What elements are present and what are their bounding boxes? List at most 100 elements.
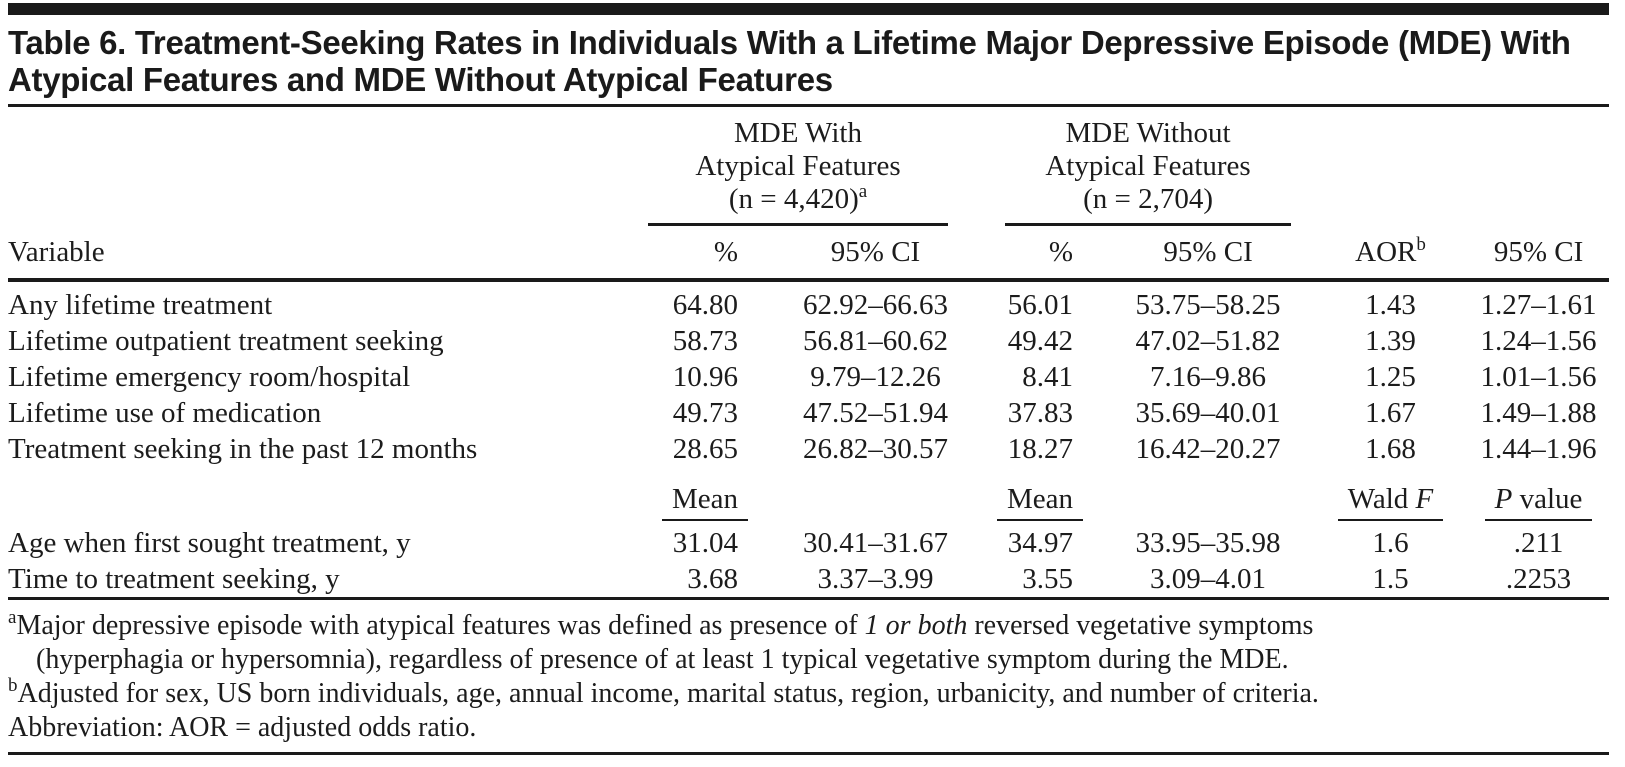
variable-cell: Lifetime emergency room/hospital [8, 361, 411, 393]
ci-with-cell: 26.82–30.57 [803, 433, 948, 465]
aor-cell: 1.67 [1365, 397, 1416, 429]
group-without-label: MDE Without Atypical Features (n = 2,704… [1005, 117, 1292, 226]
column-header-row: Variable % 95% CI % 95% CI AORb 95% CI [8, 226, 1610, 282]
aor-ci-cell: 1.27–1.61 [1480, 289, 1597, 321]
pct-without-cell: 49.42 [1007, 325, 1074, 357]
spacer-cell [8, 117, 613, 226]
column-header-ci-aor: 95% CI [1468, 226, 1610, 282]
ci-without-cell: 35.69–40.01 [1135, 397, 1281, 429]
abbreviation-note: Abbreviation: AOR = adjusted odds ratio. [8, 712, 477, 743]
variable-cell: Lifetime outpatient treatment seeking [8, 325, 444, 357]
variable-cell: Lifetime use of medication [8, 397, 322, 429]
pct-with-cell: 10.96 [672, 361, 738, 393]
mean-with-subheader: Mean [613, 467, 768, 525]
wald-f-cell: 1.6 [1372, 527, 1409, 559]
column-header-pct-with: % [613, 226, 768, 282]
pct-without-cell: 56.01 [1007, 289, 1074, 321]
variable-cell: Age when first sought treatment, y [8, 527, 411, 559]
table-title-line2: Atypical Features and MDE Without Atypic… [8, 61, 833, 98]
group-with-header: MDE With Atypical Features (n = 4,420)a [613, 117, 983, 226]
group-without-header: MDE Without Atypical Features (n = 2,704… [983, 117, 1313, 226]
ci-with-cell: 30.41–31.67 [803, 527, 948, 559]
group-with-label: MDE With Atypical Features (n = 4,420)a [648, 117, 949, 226]
mean-without-cell: 3.55 [1022, 563, 1074, 595]
spacer-cell [1103, 467, 1313, 525]
ci-with-cell: 62.92–66.63 [803, 289, 948, 321]
ci-with-cell: 9.79–12.26 [810, 361, 941, 393]
pct-with-cell: 49.73 [672, 397, 738, 429]
p-value-subheader: P value [1468, 467, 1609, 525]
mean-with-cell: 3.68 [687, 563, 738, 595]
footnote-a-line2: (hyperphagia or hypersomnia), regardless… [36, 644, 1289, 675]
column-header-aor: AORb [1313, 226, 1469, 282]
ci-without-cell: 33.95–35.98 [1135, 527, 1281, 559]
top-divider-bar [8, 3, 1609, 15]
ci-with-cell: 56.81–60.62 [803, 325, 948, 357]
column-header-ci-with: 95% CI [768, 226, 984, 282]
table-row: Lifetime use of medication 49.73 47.52–5… [8, 395, 1609, 431]
ci-without-cell: 3.09–4.01 [1150, 563, 1267, 595]
footnote-mark-b: b [1416, 234, 1426, 255]
aor-ci-cell: 1.49–1.88 [1480, 397, 1597, 429]
group-without-line2: Atypical Features [1045, 150, 1251, 182]
table-row: Lifetime outpatient treatment seeking 58… [8, 323, 1609, 359]
aor-ci-cell: 1.24–1.56 [1480, 325, 1597, 357]
ci-without-cell: 47.02–51.82 [1135, 325, 1281, 357]
table-body: Any lifetime treatment 64.80 62.92–66.63… [8, 280, 1609, 599]
ci-without-cell: 16.42–20.27 [1135, 433, 1281, 465]
spacer-cell [1468, 117, 1609, 226]
spacer-cell [1313, 117, 1468, 226]
mean-with-cell: 31.04 [672, 527, 738, 559]
bottom-rule [8, 752, 1609, 755]
variable-cell: Time to treatment seeking, y [8, 563, 340, 595]
group-without-line1: MDE Without [1065, 117, 1231, 149]
table-row: Age when first sought treatment, y 31.04… [8, 525, 1609, 561]
p-value-cell: .211 [1513, 527, 1564, 559]
column-header-pct-without: % [983, 226, 1104, 282]
ci-with-cell: 47.52–51.94 [803, 397, 948, 429]
table-row: Lifetime emergency room/hospital 10.96 9… [8, 359, 1609, 395]
group-with-line2: Atypical Features [695, 150, 901, 182]
variable-cell: Any lifetime treatment [8, 289, 273, 321]
p-value-cell: .2253 [1505, 563, 1572, 595]
column-header-variable: Variable [8, 226, 613, 282]
pct-without-cell: 8.41 [1022, 361, 1074, 393]
title-rule [8, 104, 1609, 107]
table-title: Table 6. Treatment-Seeking Rates in Indi… [8, 24, 1609, 98]
wald-f-subheader: Wald F [1313, 467, 1468, 525]
table-content: Table 6. Treatment-Seeking Rates in Indi… [8, 3, 1610, 755]
footnotes: aMajor depressive episode with atypical … [8, 607, 1609, 745]
footnote-a-line1: aMajor depressive episode with atypical … [8, 607, 1314, 641]
aor-cell: 1.68 [1365, 433, 1416, 465]
table-title-line1: Table 6. Treatment-Seeking Rates in Indi… [8, 24, 1571, 61]
group-without-n: (n = 2,704) [1083, 183, 1213, 215]
results-table: MDE With Atypical Features (n = 4,420)a … [8, 117, 1610, 600]
table-row: Treatment seeking in the past 12 months … [8, 431, 1609, 467]
wald-f-cell: 1.5 [1372, 563, 1409, 595]
table-row: Time to treatment seeking, y 3.68 3.37–3… [8, 561, 1609, 599]
pct-without-cell: 18.27 [1007, 433, 1074, 465]
table-row: Any lifetime treatment 64.80 62.92–66.63… [8, 280, 1609, 323]
aor-ci-cell: 1.44–1.96 [1480, 433, 1597, 465]
mean-without-cell: 34.97 [1007, 527, 1074, 559]
aor-ci-cell: 1.01–1.56 [1480, 361, 1597, 393]
spacer-cell [768, 467, 983, 525]
footnote-mark-a: a [858, 181, 868, 202]
pct-with-cell: 28.65 [672, 433, 738, 465]
group-with-n: (n = 4,420)a [728, 181, 868, 215]
group-header-row: MDE With Atypical Features (n = 4,420)a … [8, 117, 1609, 226]
column-header-ci-without: 95% CI [1103, 226, 1314, 282]
ci-without-cell: 7.16–9.86 [1150, 361, 1267, 393]
pct-with-cell: 64.80 [672, 289, 738, 321]
footnote-b: bAdjusted for sex, US born individuals, … [8, 675, 1319, 709]
pct-without-cell: 37.83 [1007, 397, 1074, 429]
group-with-line1: MDE With [734, 117, 862, 149]
mean-subheader-row: Mean Mean Wald F P value [8, 467, 1609, 525]
table-header: MDE With Atypical Features (n = 4,420)a … [8, 117, 1610, 282]
aor-cell: 1.39 [1365, 325, 1416, 357]
ci-with-cell: 3.37–3.99 [817, 563, 934, 595]
pct-with-cell: 58.73 [672, 325, 738, 357]
mean-without-subheader: Mean [983, 467, 1103, 525]
ci-without-cell: 53.75–58.25 [1135, 289, 1281, 321]
